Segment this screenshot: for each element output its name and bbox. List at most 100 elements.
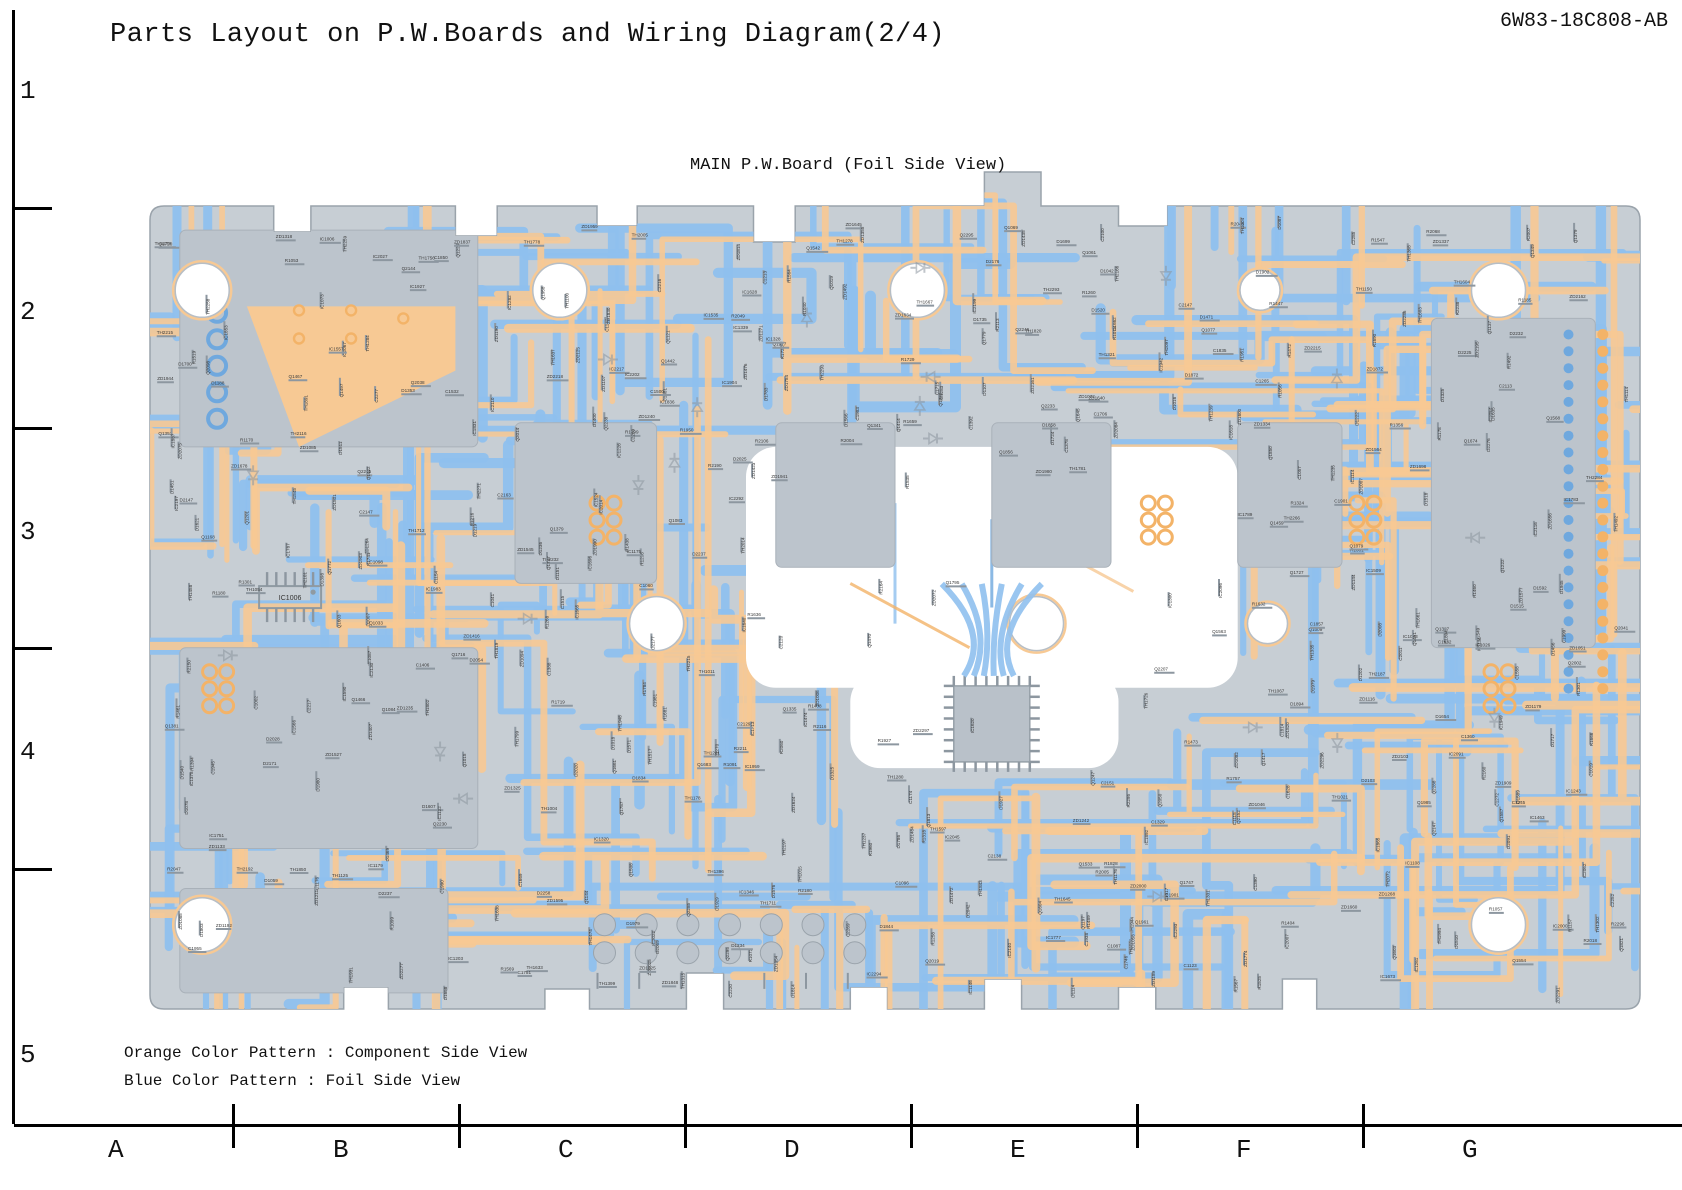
svg-text:ZD1754: ZD1754 [784,375,789,392]
svg-text:Q1083: Q1083 [669,518,683,523]
svg-text:D1571: D1571 [627,739,632,753]
svg-text:C1515: C1515 [560,595,565,609]
svg-text:TH1517: TH1517 [648,748,653,765]
svg-text:C1123: C1123 [1184,963,1198,968]
svg-text:ZD1325: ZD1325 [504,786,521,791]
svg-text:D1042: D1042 [1100,268,1114,273]
svg-text:Q2144: Q2144 [402,266,416,271]
svg-text:C1715: C1715 [935,381,940,395]
svg-text:IC1949: IC1949 [1499,715,1504,730]
svg-text:R1460: R1460 [1472,584,1477,598]
svg-text:IC2217: IC2217 [609,367,624,372]
svg-text:D1325: D1325 [830,766,835,780]
svg-text:Q1961: Q1961 [1135,920,1149,925]
svg-text:ZD1094: ZD1094 [519,651,524,668]
svg-text:ZD1634: ZD1634 [895,312,912,317]
svg-text:C1955: C1955 [188,946,202,951]
svg-text:R1447: R1447 [1269,301,1283,306]
svg-text:D2258: D2258 [537,891,551,896]
svg-text:C2217: C2217 [306,699,311,713]
svg-text:D1456: D1456 [1551,642,1556,656]
svg-text:R1461: R1461 [176,705,181,719]
svg-text:TH1021: TH1021 [1332,794,1349,799]
svg-text:IC1831: IC1831 [472,421,477,436]
svg-text:IC1203: IC1203 [448,956,463,961]
svg-text:D1018: D1018 [611,736,616,750]
svg-text:C1154: C1154 [434,570,439,584]
svg-text:C1388: C1388 [547,662,552,676]
svg-text:IC1474: IC1474 [803,712,808,727]
svg-text:IC1114: IC1114 [1350,469,1355,484]
svg-text:Q1069: Q1069 [1004,225,1018,230]
svg-text:Q1645: Q1645 [1075,408,1080,422]
svg-text:Q1727: Q1727 [1290,570,1304,575]
svg-text:D2069: D2069 [655,940,660,954]
svg-text:TH1778: TH1778 [524,240,541,245]
svg-text:Q1554: Q1554 [1512,958,1526,963]
svg-text:ZD1046: ZD1046 [1249,802,1266,807]
svg-text:TH2266: TH2266 [1284,516,1301,521]
svg-text:ZD1235: ZD1235 [397,705,414,710]
svg-text:D1783: D1783 [764,387,769,401]
svg-text:Q1019: Q1019 [829,276,834,290]
svg-text:TH1281: TH1281 [704,750,721,755]
svg-text:D1979: D1979 [1311,680,1316,694]
svg-text:TH1280: TH1280 [887,774,904,779]
svg-text:Q2288: Q2288 [1431,780,1436,794]
svg-text:C1981: C1981 [653,693,658,707]
svg-text:R1180: R1180 [212,590,226,595]
svg-text:R1950: R1950 [680,428,694,433]
svg-text:R2211: R2211 [734,746,748,751]
svg-text:R1053: R1053 [285,258,299,263]
svg-text:R1632: R1632 [1252,602,1266,607]
svg-text:TH2192: TH2192 [237,867,254,872]
svg-text:IC1783: IC1783 [1564,497,1579,502]
svg-text:TH1125: TH1125 [332,873,348,878]
svg-text:D1188: D1188 [211,380,225,385]
svg-text:C2269: C2269 [846,923,851,937]
svg-text:C1706: C1706 [1094,411,1108,416]
svg-text:ZD2075: ZD2075 [178,443,183,460]
svg-text:IC1836: IC1836 [660,400,675,405]
svg-text:R1324: R1324 [1291,500,1305,505]
svg-text:ZD1472: ZD1472 [949,887,954,904]
svg-text:ZD1085: ZD1085 [178,913,183,930]
svg-text:D2237: D2237 [378,891,392,896]
svg-text:Q1414: Q1414 [896,418,901,432]
svg-text:TH1799: TH1799 [514,730,519,747]
svg-text:Q1563: Q1563 [1212,629,1226,634]
svg-text:D1151: D1151 [555,567,560,581]
svg-text:IC1789: IC1789 [1238,512,1253,517]
svg-text:R1408: R1408 [808,703,822,708]
svg-text:D1007: D1007 [366,613,371,627]
svg-text:C1041: C1041 [490,593,495,607]
svg-text:C1945: C1945 [211,761,216,775]
svg-text:TH1802: TH1802 [425,699,430,716]
svg-text:TH2197: TH2197 [782,839,787,856]
svg-text:Q1716: Q1716 [452,652,466,657]
svg-text:TH1597: TH1597 [930,826,947,831]
svg-text:TH2215: TH2215 [686,655,691,672]
svg-text:D1902: D1902 [1256,270,1270,275]
svg-text:Q1335: Q1335 [783,706,797,711]
svg-text:IC1524: IC1524 [593,492,598,507]
svg-text:TH1667: TH1667 [917,299,934,304]
svg-text:ZD1484: ZD1484 [910,826,915,843]
svg-text:TH1237: TH1237 [861,832,866,849]
svg-text:Q2098: Q2098 [206,360,211,374]
svg-text:D1735: D1735 [973,317,987,322]
svg-text:IC1122: IC1122 [437,806,442,821]
svg-text:ZD1337: ZD1337 [1433,239,1450,244]
svg-text:Q1349: Q1349 [1530,244,1535,258]
svg-text:ZD2161: ZD2161 [1030,377,1035,394]
svg-text:D1717: D1717 [1550,733,1555,747]
svg-text:Q1422: Q1422 [366,466,371,480]
svg-text:Q2147: Q2147 [1432,822,1437,836]
svg-text:ZD1830: ZD1830 [606,307,611,324]
svg-text:D1803: D1803 [199,923,204,937]
svg-text:IC1243: IC1243 [1566,789,1581,794]
svg-text:Q1568: Q1568 [1546,416,1560,421]
svg-text:R1927: R1927 [878,738,892,743]
svg-text:D2103: D2103 [1361,778,1375,783]
svg-text:D1400: D1400 [592,413,597,427]
